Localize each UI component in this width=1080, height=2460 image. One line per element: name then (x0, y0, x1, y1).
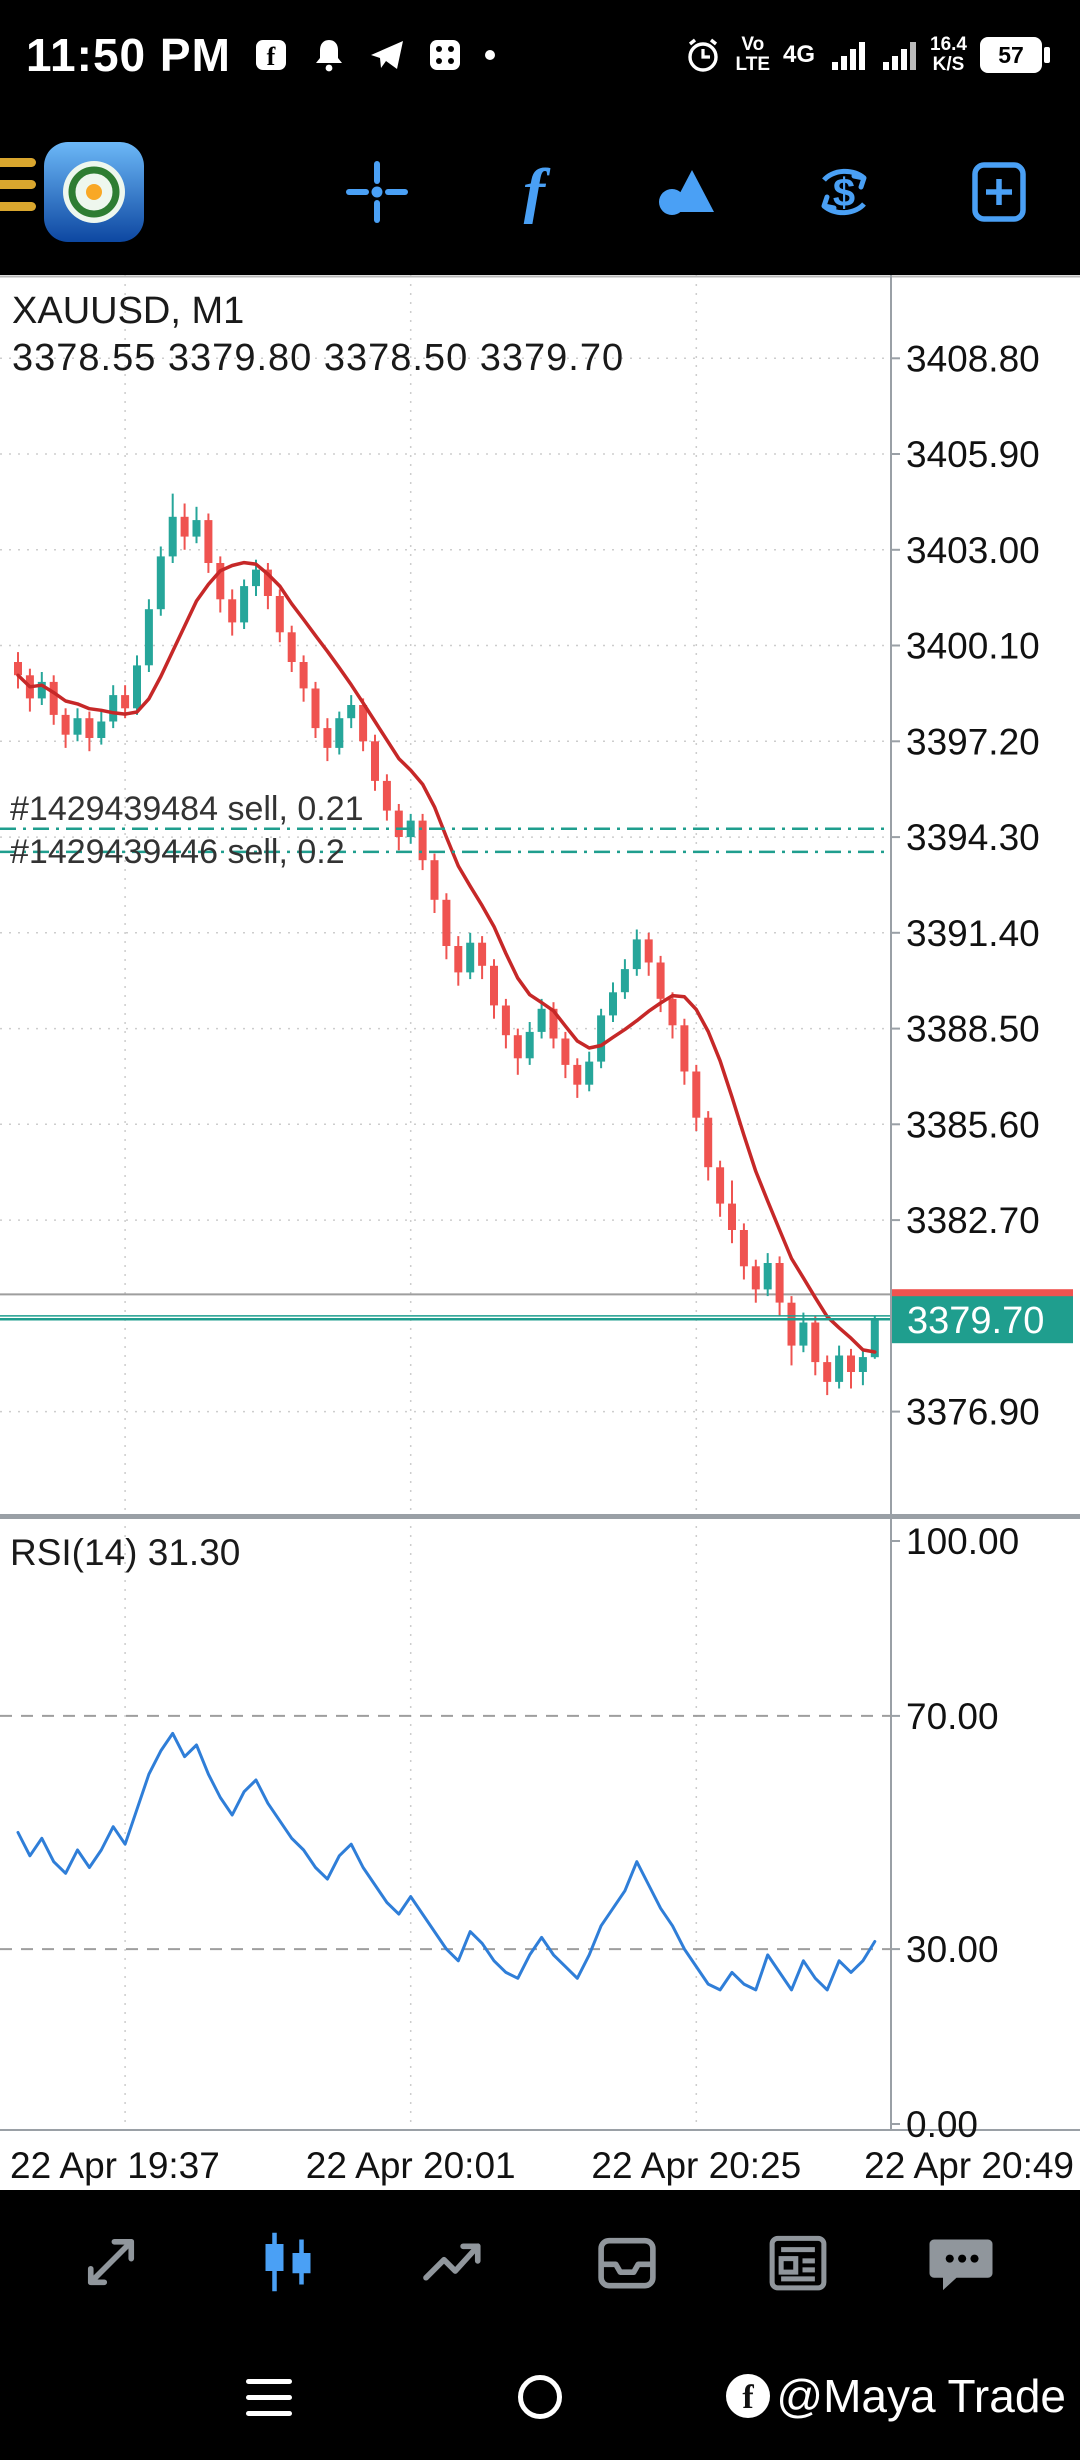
candles (14, 493, 879, 1396)
svg-text:0.00: 0.00 (906, 2104, 978, 2145)
dice-notification-icon (427, 37, 463, 73)
signal-bars-icon-sim2 (879, 38, 917, 72)
status-right: Vo LTE 4G 16.4 K/S 57 (683, 35, 1054, 75)
svg-text:3394.30: 3394.30 (906, 817, 1040, 858)
nav-history-icon[interactable] (591, 2226, 663, 2298)
svg-text:f: f (267, 42, 276, 71)
objects-icon[interactable] (655, 160, 719, 224)
battery-indicator: 57 (980, 37, 1050, 73)
price-chart[interactable]: #1429439484 sell, 0.21 #1429439446 sell, … (0, 275, 1080, 2190)
rsi-label: RSI(14) 31.30 (10, 1532, 240, 1573)
rsi-panel: 100.00 70.00 30.00 0.00 RSI(14) 31.30 (0, 1521, 1019, 2145)
svg-text:3397.20: 3397.20 (906, 721, 1040, 762)
position-label: #1429439484 sell, 0.21 (10, 790, 364, 828)
telegram-notification-icon (369, 37, 405, 73)
new-order-icon[interactable] (967, 160, 1031, 224)
menu-bar (0, 158, 36, 167)
svg-text:22 Apr 20:01: 22 Apr 20:01 (306, 2145, 516, 2186)
svg-text:f: f (523, 160, 551, 224)
bottom-nav (0, 2190, 1080, 2335)
svg-text:30.00: 30.00 (906, 1929, 999, 1970)
svg-text:3382.70: 3382.70 (906, 1200, 1040, 1241)
ma-line (16, 560, 877, 1354)
svg-text:3408.80: 3408.80 (906, 338, 1040, 379)
svg-text:70.00: 70.00 (906, 1696, 999, 1737)
network-type-label: 4G (783, 41, 816, 68)
menu-bar (0, 180, 36, 189)
svg-text:3391.40: 3391.40 (906, 913, 1040, 954)
more-notifications-dot (484, 50, 495, 60)
trade-dollar-icon[interactable]: $ (812, 160, 876, 224)
status-left: 11:50 PM f (26, 28, 495, 82)
price-tag: 3379.70 (891, 1289, 1073, 1344)
recents-bar (246, 2379, 292, 2384)
facebook-notification-icon: f (253, 37, 289, 73)
alarm-icon (683, 35, 723, 75)
chart-ohlc-label: 3378.55 3379.80 3378.50 3379.70 (12, 337, 624, 379)
nav-quotes-icon[interactable] (75, 2226, 147, 2298)
battery-nub (1044, 47, 1050, 63)
menu-bar (0, 202, 36, 211)
volte-indicator: Vo LTE (735, 34, 770, 75)
network-speed-indicator: 16.4 K/S (930, 34, 967, 75)
app-logo-icon[interactable] (44, 142, 144, 242)
chart-canvas[interactable]: #1429439484 sell, 0.21 #1429439446 sell, … (0, 275, 1080, 2190)
svg-text:3388.50: 3388.50 (906, 1009, 1040, 1050)
position-lines: #1429439484 sell, 0.21 #1429439446 sell, … (0, 790, 891, 871)
svg-text:22 Apr 19:37: 22 Apr 19:37 (10, 2145, 220, 2186)
signal-bars-icon-sim1 (828, 38, 866, 72)
facebook-circle-icon: f (726, 2374, 771, 2418)
battery-percent: 57 (998, 41, 1024, 68)
position-label: #1429439446 sell, 0.2 (10, 833, 345, 871)
watermark-text: @Maya Trade (776, 2370, 1066, 2422)
indicators-icon[interactable]: f (500, 156, 564, 229)
svg-text:$: $ (833, 171, 855, 215)
svg-text:22 Apr 20:49: 22 Apr 20:49 (864, 2145, 1074, 2186)
toolbar: f $ (0, 110, 1080, 275)
menu-icon[interactable] (0, 158, 36, 224)
recents-bar (246, 2411, 292, 2416)
svg-text:3379.70: 3379.70 (907, 1300, 1044, 1342)
rsi-line (16, 1731, 877, 1992)
svg-text:3405.90: 3405.90 (906, 434, 1040, 475)
svg-text:100.00: 100.00 (906, 1521, 1019, 1562)
home-button[interactable] (518, 2375, 562, 2419)
svg-text:3385.60: 3385.60 (906, 1104, 1040, 1145)
nav-charts-icon[interactable] (252, 2226, 324, 2298)
svg-text:f: f (743, 2379, 755, 2416)
price-axis: 3408.80 3405.90 3403.00 3400.10 3397.20 3394.… (891, 338, 1040, 1433)
status-bar: 11:50 PM f Vo LTE 4G 16.4 K/S (0, 0, 1080, 110)
svg-text:3376.90: 3376.90 (906, 1392, 1040, 1433)
nav-messages-icon[interactable] (925, 2226, 997, 2298)
panel-borders (0, 275, 1080, 2131)
svg-text:3403.00: 3403.00 (906, 530, 1040, 571)
recents-bar (246, 2395, 292, 2400)
crosshair-icon[interactable] (345, 160, 409, 224)
time-axis: 22 Apr 19:37 22 Apr 20:01 22 Apr 20:25 22 A… (10, 2145, 1074, 2186)
watermark: f @Maya Trade (724, 2369, 1066, 2423)
nav-news-icon[interactable] (762, 2226, 834, 2298)
svg-text:3400.10: 3400.10 (906, 626, 1040, 667)
clock-time: 11:50 PM (26, 29, 231, 81)
grid (0, 275, 891, 2130)
nav-trade-icon[interactable] (417, 2226, 489, 2298)
chart-bg (0, 275, 1080, 2190)
recents-button[interactable] (246, 2379, 292, 2427)
chart-symbol-label: XAUUSD, M1 (12, 290, 244, 332)
system-nav: f @Maya Trade (0, 2335, 1080, 2460)
svg-text:22 Apr 20:25: 22 Apr 20:25 (591, 2145, 801, 2186)
bell-notification-icon (311, 37, 347, 73)
